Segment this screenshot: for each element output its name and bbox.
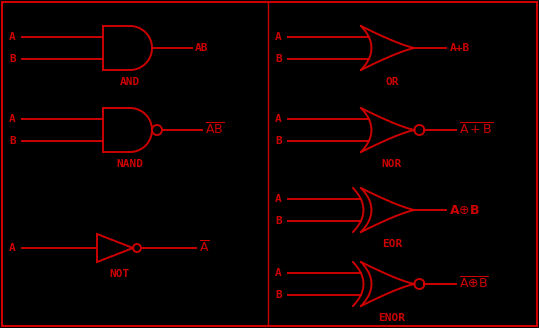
Text: A: A bbox=[275, 32, 282, 42]
Text: $\overline{\mathrm{A}}$: $\overline{\mathrm{A}}$ bbox=[199, 240, 210, 256]
Text: B: B bbox=[275, 136, 282, 146]
Text: NOT: NOT bbox=[110, 269, 130, 279]
Text: B: B bbox=[9, 136, 16, 146]
Text: A$\oplus$B: A$\oplus$B bbox=[450, 203, 480, 216]
Text: NAND: NAND bbox=[116, 159, 143, 169]
Text: ENOR: ENOR bbox=[378, 313, 405, 323]
Text: $\overline{\mathrm{AB}}$: $\overline{\mathrm{AB}}$ bbox=[205, 122, 224, 138]
Text: B: B bbox=[275, 54, 282, 64]
Text: A: A bbox=[275, 114, 282, 124]
Text: $\overline{\mathrm{A}{\oplus}\mathrm{B}}$: $\overline{\mathrm{A}{\oplus}\mathrm{B}}… bbox=[459, 276, 489, 292]
Text: A+B: A+B bbox=[450, 43, 469, 53]
Text: A: A bbox=[275, 268, 282, 278]
Text: AB: AB bbox=[195, 43, 209, 53]
Text: OR: OR bbox=[385, 77, 399, 87]
Text: NOR: NOR bbox=[382, 159, 402, 169]
Text: A: A bbox=[9, 114, 16, 124]
Text: EOR: EOR bbox=[382, 239, 402, 249]
Text: A: A bbox=[9, 32, 16, 42]
Text: AND: AND bbox=[120, 77, 140, 87]
Text: $\overline{\mathrm{A+B}}$: $\overline{\mathrm{A+B}}$ bbox=[459, 122, 494, 138]
Text: B: B bbox=[275, 216, 282, 226]
Text: A: A bbox=[275, 194, 282, 204]
Text: B: B bbox=[275, 290, 282, 300]
Text: A: A bbox=[9, 243, 16, 253]
Text: B: B bbox=[9, 54, 16, 64]
